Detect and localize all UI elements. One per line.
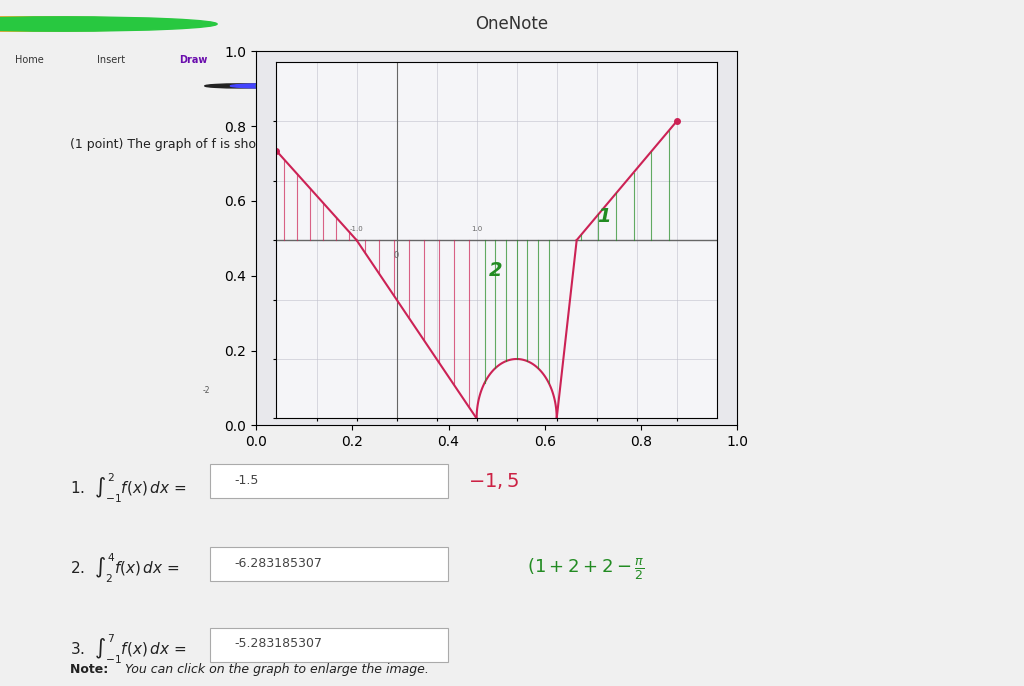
Text: -5.283185307: -5.283185307 — [234, 637, 323, 650]
Circle shape — [205, 84, 276, 88]
Text: Insert: Insert — [97, 55, 125, 64]
Circle shape — [0, 17, 191, 31]
Text: View: View — [261, 55, 285, 64]
Text: -6.283185307: -6.283185307 — [234, 556, 323, 569]
Text: 1.0: 1.0 — [471, 226, 482, 232]
Text: Draw: Draw — [179, 55, 208, 64]
Circle shape — [282, 84, 353, 88]
Text: 0: 0 — [394, 251, 399, 260]
Text: 2: 2 — [488, 261, 502, 280]
Circle shape — [256, 84, 328, 88]
Text: 3.  $\int_{-1}^{7} f(x)\,dx$ =: 3. $\int_{-1}^{7} f(x)\,dx$ = — [71, 632, 186, 666]
Text: You can click on the graph to enlarge the image.: You can click on the graph to enlarge th… — [125, 663, 429, 676]
Text: Note:: Note: — [71, 663, 113, 676]
Circle shape — [0, 17, 166, 31]
Text: 1: 1 — [597, 207, 610, 226]
Text: -1.5: -1.5 — [234, 474, 259, 487]
Text: Ink Color: Ink Color — [494, 91, 530, 99]
FancyBboxPatch shape — [210, 628, 447, 661]
Circle shape — [230, 84, 302, 88]
Text: Class Notebook: Class Notebook — [343, 55, 419, 64]
Text: 2.  $\int_{2}^{4} f(x)\,dx$ =: 2. $\int_{2}^{4} f(x)\,dx$ = — [71, 552, 180, 585]
FancyBboxPatch shape — [210, 464, 447, 499]
Text: $-1, 5$: $-1, 5$ — [468, 471, 519, 491]
Text: $(1 + 2 + 2 - \frac{\pi}{2}$: $(1 + 2 + 2 - \frac{\pi}{2}$ — [527, 556, 645, 582]
FancyBboxPatch shape — [210, 547, 447, 581]
Text: Home: Home — [15, 55, 44, 64]
Text: -1.0: -1.0 — [349, 226, 364, 232]
Text: -2: -2 — [203, 386, 211, 396]
Text: OneNote: OneNote — [475, 15, 549, 33]
Circle shape — [0, 17, 217, 31]
Text: (1 point) The graph of f is shown below. Evaluate each integral by interpreting : (1 point) The graph of f is shown below.… — [71, 138, 688, 151]
Text: 1.  $\int_{-1}^{2} f(x)\,dx$ =: 1. $\int_{-1}^{2} f(x)\,dx$ = — [71, 472, 186, 505]
